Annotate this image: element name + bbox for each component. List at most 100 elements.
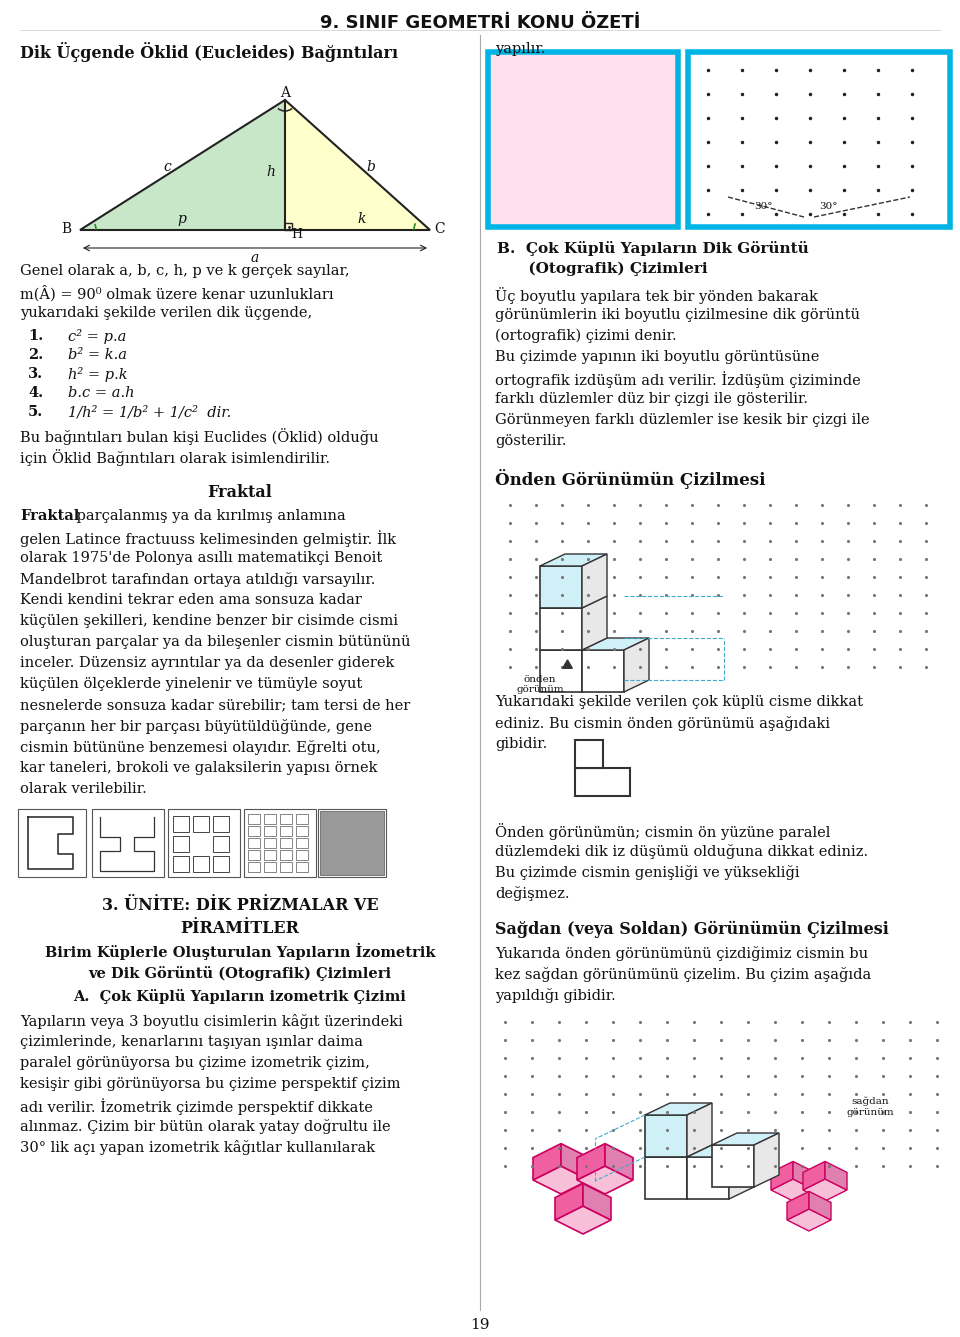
FancyBboxPatch shape xyxy=(687,1157,729,1199)
Text: yukarıdaki şekilde verilen dik üçgende,: yukarıdaki şekilde verilen dik üçgende, xyxy=(20,306,312,320)
Text: 5.: 5. xyxy=(28,405,43,418)
FancyBboxPatch shape xyxy=(320,812,384,874)
FancyBboxPatch shape xyxy=(318,809,386,877)
Text: 30°: 30° xyxy=(754,202,773,211)
Polygon shape xyxy=(754,1132,779,1187)
Text: gelen Latince fractuuss kelimesinden gelmiştir. İlk: gelen Latince fractuuss kelimesinden gel… xyxy=(20,529,396,547)
Text: Sağdan (veya Soldan) Görünümün Çizilmesi: Sağdan (veya Soldan) Görünümün Çizilmesi xyxy=(495,921,889,939)
Polygon shape xyxy=(577,1166,633,1194)
Text: düzlemdeki dik iz düşümü olduğuna dikkat ediniz.: düzlemdeki dik iz düşümü olduğuna dikkat… xyxy=(495,844,868,858)
Text: inceler. Düzensiz ayrıntılar ya da desenler giderek: inceler. Düzensiz ayrıntılar ya da desen… xyxy=(20,656,395,670)
Text: cismin bütününe benzemesi olayıdır. Eğrelti otu,: cismin bütününe benzemesi olayıdır. Eğre… xyxy=(20,739,381,755)
Text: için Öklid Bağıntıları olarak isimlendirilir.: için Öklid Bağıntıları olarak isimlendir… xyxy=(20,449,330,467)
Polygon shape xyxy=(809,1191,831,1219)
Polygon shape xyxy=(285,100,430,230)
Text: 1.: 1. xyxy=(28,329,43,344)
Text: kesişir gibi görünüyorsa bu çizime perspektif çizim: kesişir gibi görünüyorsa bu çizime persp… xyxy=(20,1078,400,1091)
Polygon shape xyxy=(582,554,607,608)
Text: 1/h² = 1/b² + 1/c²  dir.: 1/h² = 1/b² + 1/c² dir. xyxy=(68,405,231,418)
FancyBboxPatch shape xyxy=(92,809,164,877)
Text: 3.: 3. xyxy=(28,366,43,381)
Text: adı verilir. İzometrik çizimde perspektif dikkate: adı verilir. İzometrik çizimde perspekti… xyxy=(20,1098,372,1115)
Polygon shape xyxy=(583,1183,611,1219)
Polygon shape xyxy=(577,1143,605,1181)
Text: C: C xyxy=(435,222,445,237)
Text: görünümlerin iki boyutlu çizilmesine dik görüntü: görünümlerin iki boyutlu çizilmesine dik… xyxy=(495,308,860,322)
Polygon shape xyxy=(712,1132,779,1144)
Text: parçalanmış ya da kırılmış anlamına: parçalanmış ya da kırılmış anlamına xyxy=(72,509,346,523)
Text: ortografik izdüşüm adı verilir. İzdüşüm çiziminde: ortografik izdüşüm adı verilir. İzdüşüm … xyxy=(495,370,861,388)
Polygon shape xyxy=(687,1144,712,1199)
Text: (ortografik) çizimi denir.: (ortografik) çizimi denir. xyxy=(495,329,677,344)
Text: Kendi kendini tekrar eden ama sonsuza kadar: Kendi kendini tekrar eden ama sonsuza ka… xyxy=(20,594,362,607)
Polygon shape xyxy=(540,554,607,566)
Text: yapıldığı gibidir.: yapıldığı gibidir. xyxy=(495,988,615,1003)
Text: sağdan
görünüm: sağdan görünüm xyxy=(846,1096,894,1116)
Text: gibidir.: gibidir. xyxy=(495,737,547,751)
Text: 30° lik açı yapan izometrik kâğıtlar kullanılarak: 30° lik açı yapan izometrik kâğıtlar kul… xyxy=(20,1140,375,1155)
Text: A.  Çok Küplü Yapıların izometrik Çizimi: A. Çok Küplü Yapıların izometrik Çizimi xyxy=(74,989,406,1004)
Text: p: p xyxy=(178,213,186,226)
Text: b.c = a.h: b.c = a.h xyxy=(68,386,134,400)
Text: 30°: 30° xyxy=(819,202,837,211)
Polygon shape xyxy=(582,638,607,693)
FancyBboxPatch shape xyxy=(645,1157,687,1199)
Text: Birim Küplerle Oluşturulan Yapıların İzometrik: Birim Küplerle Oluşturulan Yapıların İzo… xyxy=(45,943,435,960)
FancyBboxPatch shape xyxy=(244,809,316,877)
Polygon shape xyxy=(825,1162,847,1190)
FancyBboxPatch shape xyxy=(582,650,624,693)
Text: m(Â) = 90⁰ olmak üzere kenar uzunlukları: m(Â) = 90⁰ olmak üzere kenar uzunlukları xyxy=(20,285,334,301)
Polygon shape xyxy=(771,1179,815,1201)
Text: kez sağdan görünümünü çizelim. Bu çizim aşağıda: kez sağdan görünümünü çizelim. Bu çizim … xyxy=(495,967,872,981)
Text: gösterilir.: gösterilir. xyxy=(495,435,566,448)
Text: kar taneleri, brokoli ve galaksilerin yapısı örnek: kar taneleri, brokoli ve galaksilerin ya… xyxy=(20,761,377,775)
Polygon shape xyxy=(793,1162,815,1190)
Text: Önden Görünümün Çizilmesi: Önden Görünümün Çizilmesi xyxy=(495,469,765,489)
Text: h: h xyxy=(267,164,276,179)
Polygon shape xyxy=(645,1144,712,1157)
Text: B: B xyxy=(60,222,71,237)
Text: b: b xyxy=(367,160,375,174)
Polygon shape xyxy=(555,1206,611,1234)
Text: nesnelerde sonsuza kadar sürebilir; tam tersi de her: nesnelerde sonsuza kadar sürebilir; tam … xyxy=(20,698,410,713)
Text: Yapıların veya 3 boyutlu cisimlerin kâğıt üzerindeki: Yapıların veya 3 boyutlu cisimlerin kâğı… xyxy=(20,1013,403,1029)
Text: Fraktal: Fraktal xyxy=(207,484,273,501)
FancyBboxPatch shape xyxy=(18,809,86,877)
Text: paralel görünüyorsa bu çizime izometrik çizim,: paralel görünüyorsa bu çizime izometrik … xyxy=(20,1056,370,1070)
Polygon shape xyxy=(803,1179,847,1201)
Text: Üç boyutlu yapılara tek bir yönden bakarak: Üç boyutlu yapılara tek bir yönden bakar… xyxy=(495,287,818,303)
Text: Mandelbrot tarafından ortaya atıldığı varsayılır.: Mandelbrot tarafından ortaya atıldığı va… xyxy=(20,572,375,587)
Text: olarak verilebilir.: olarak verilebilir. xyxy=(20,782,147,796)
Polygon shape xyxy=(582,596,607,650)
Polygon shape xyxy=(687,1103,712,1157)
FancyBboxPatch shape xyxy=(712,1144,754,1187)
FancyBboxPatch shape xyxy=(540,608,582,650)
Polygon shape xyxy=(803,1162,825,1190)
FancyBboxPatch shape xyxy=(575,739,603,767)
Polygon shape xyxy=(540,596,607,608)
Text: 3. ÜNİTE: DİK PRİZMALAR VE: 3. ÜNİTE: DİK PRİZMALAR VE xyxy=(102,897,378,915)
Polygon shape xyxy=(582,638,649,650)
Polygon shape xyxy=(561,1143,589,1181)
Text: Önden görünümün; cismin ön yüzüne paralel: Önden görünümün; cismin ön yüzüne parale… xyxy=(495,824,830,840)
Text: 19: 19 xyxy=(470,1318,490,1332)
FancyBboxPatch shape xyxy=(540,650,582,693)
Polygon shape xyxy=(555,1183,583,1219)
Text: 2.: 2. xyxy=(28,348,43,362)
Text: Yukarıdaki şekilde verilen çok küplü cisme dikkat: Yukarıdaki şekilde verilen çok küplü cis… xyxy=(495,695,863,709)
Text: önden
görünüm: önden görünüm xyxy=(516,675,564,694)
Polygon shape xyxy=(80,100,285,230)
Text: parçanın her bir parçası büyütüldüğünde, gene: parçanın her bir parçası büyütüldüğünde,… xyxy=(20,719,372,734)
Text: h² = p.k: h² = p.k xyxy=(68,366,128,382)
Text: a: a xyxy=(251,251,259,265)
Polygon shape xyxy=(687,1144,754,1157)
FancyBboxPatch shape xyxy=(688,52,950,227)
Text: olarak 1975'de Polonya asıllı matematikçi Benoit: olarak 1975'de Polonya asıllı matematikç… xyxy=(20,551,382,566)
Text: ediniz. Bu cismin önden görünümü aşağıdaki: ediniz. Bu cismin önden görünümü aşağıda… xyxy=(495,717,830,731)
Polygon shape xyxy=(540,638,607,650)
Text: b² = k.a: b² = k.a xyxy=(68,348,127,362)
Polygon shape xyxy=(533,1143,561,1181)
Text: küçülen şekilleri, kendine benzer bir cisimde cismi: küçülen şekilleri, kendine benzer bir ci… xyxy=(20,614,398,628)
Text: 9. SINIF GEOMETRİ KONU ÖZETİ: 9. SINIF GEOMETRİ KONU ÖZETİ xyxy=(320,13,640,32)
Text: Bu bağıntıları bulan kişi Euclides (Öklid) olduğu: Bu bağıntıları bulan kişi Euclides (Ökli… xyxy=(20,428,378,445)
